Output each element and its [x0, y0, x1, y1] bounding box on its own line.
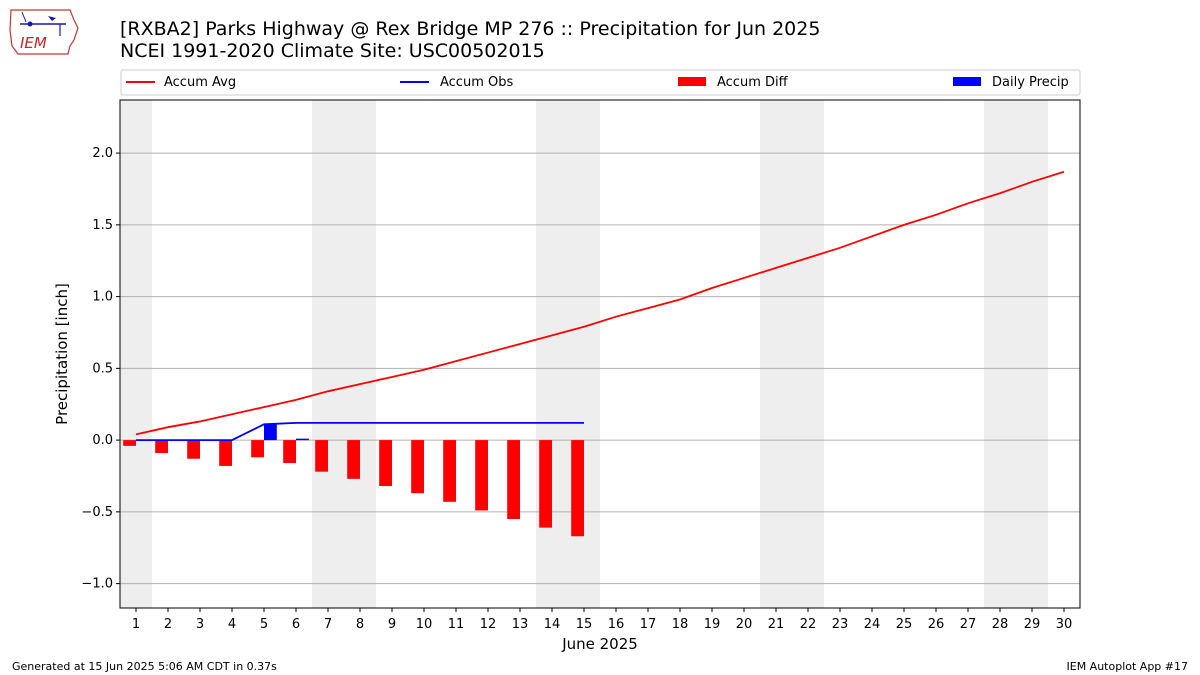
x-tick-label: 11	[448, 617, 465, 632]
legend-label-accum-diff: Accum Diff	[717, 75, 789, 90]
weekend-band	[536, 100, 600, 608]
daily-precip-bar	[264, 424, 277, 441]
x-tick-label: 20	[736, 617, 753, 632]
iowa-outline-icon	[9, 9, 79, 55]
y-tick-label: 1.0	[92, 290, 113, 305]
accum-diff-bar	[251, 440, 264, 458]
y-tick-label: 1.5	[92, 218, 113, 233]
chart-legend: Accum Avg Accum Obs Accum Diff Daily Precip	[120, 69, 1081, 96]
accum-diff-bar	[379, 440, 392, 487]
accum-diff-bar	[411, 440, 424, 494]
legend-label-accum-obs: Accum Obs	[440, 75, 513, 90]
accum-diff-bar	[155, 440, 168, 454]
chart-title: [RXBA2] Parks Highway @ Rex Bridge MP 27…	[120, 18, 820, 62]
plot-frame	[119, 99, 1081, 609]
accum-obs-line	[136, 421, 584, 442]
weekend-band	[312, 100, 376, 608]
legend-label-daily-precip: Daily Precip	[992, 75, 1069, 90]
title-line-1: [RXBA2] Parks Highway @ Rex Bridge MP 27…	[120, 18, 821, 40]
x-axis-label: June 2025	[561, 635, 638, 653]
x-tick-label: 13	[512, 617, 529, 632]
x-tick-label: 4	[228, 617, 236, 632]
x-tick-label: 15	[576, 617, 593, 632]
footer-app: IEM Autoplot App #17	[1066, 660, 1189, 673]
x-tick-label: 29	[1024, 617, 1041, 632]
weekend-band	[984, 100, 1048, 608]
plot-area: −1.0−0.50.00.51.01.52.01 2 3 4 5 6 7 8 9 10 11 12 13…	[81, 99, 1081, 632]
accum-diff-bar	[219, 440, 232, 466]
x-tick-label: 6	[292, 617, 300, 632]
x-tick-label: 14	[544, 617, 561, 632]
legend-frame	[120, 69, 1081, 96]
accum-diff-bar	[283, 440, 296, 464]
x-tick-label: 22	[800, 617, 817, 632]
x-tick-label: 10	[416, 617, 433, 632]
iem-logo: IEM	[9, 9, 79, 55]
x-tick-label: 12	[480, 617, 497, 632]
footer-generated: Generated at 15 Jun 2025 5:06 AM CDT in …	[12, 660, 277, 673]
accum-diff-bar	[507, 440, 520, 520]
accum-avg-line	[135, 170, 1065, 436]
y-tick-label: 0.0	[92, 433, 113, 448]
x-tick-label: 17	[640, 617, 657, 632]
accum-diff-bar	[347, 440, 360, 479]
legend-label-accum-avg: Accum Avg	[164, 75, 236, 90]
accum-diff-bar	[187, 440, 200, 459]
x-tick-label: 28	[992, 617, 1009, 632]
x-tick-label: 26	[928, 617, 945, 632]
logo-text: IEM	[20, 34, 47, 52]
y-tick-label: 0.5	[92, 361, 113, 376]
x-tick-label: 25	[896, 617, 913, 632]
x-tick-label: 24	[864, 617, 881, 632]
legend-swatch-daily-precip	[953, 77, 981, 86]
x-tick-label: 8	[356, 617, 364, 632]
y-tick-label: 2.0	[92, 146, 113, 161]
x-tick-label: 30	[1056, 617, 1073, 632]
x-tick-label: 21	[768, 617, 785, 632]
x-tick-label: 3	[196, 617, 204, 632]
y-tick-label: −0.5	[81, 505, 113, 520]
daily-precip-bar	[296, 438, 309, 441]
x-tick-label: 2	[164, 617, 172, 632]
accum-diff-bar	[315, 440, 328, 472]
x-tick-label: 23	[832, 617, 849, 632]
x-tick-label: 1	[132, 617, 140, 632]
x-tick-label: 19	[704, 617, 721, 632]
accum-diff-bar	[475, 440, 488, 511]
x-tick-label: 7	[324, 617, 332, 632]
legend-swatch-accum-diff	[678, 77, 706, 86]
x-tick-label: 18	[672, 617, 689, 632]
y-axis-label: Precipitation [inch]	[53, 283, 71, 425]
x-tick-label: 16	[608, 617, 625, 632]
weekend-band	[760, 100, 824, 608]
accum-diff-bar	[443, 440, 456, 502]
x-tick-label: 27	[960, 617, 977, 632]
y-tick-label: −1.0	[81, 577, 113, 592]
x-tick-label: 9	[388, 617, 396, 632]
accum-diff-bar	[123, 440, 136, 446]
weekend-band	[120, 100, 152, 608]
accum-diff-bar	[539, 440, 552, 528]
accum-diff-bar	[571, 440, 584, 537]
x-tick-label: 5	[260, 617, 268, 632]
title-line-2: NCEI 1991-2020 Climate Site: USC00502015	[120, 40, 545, 62]
